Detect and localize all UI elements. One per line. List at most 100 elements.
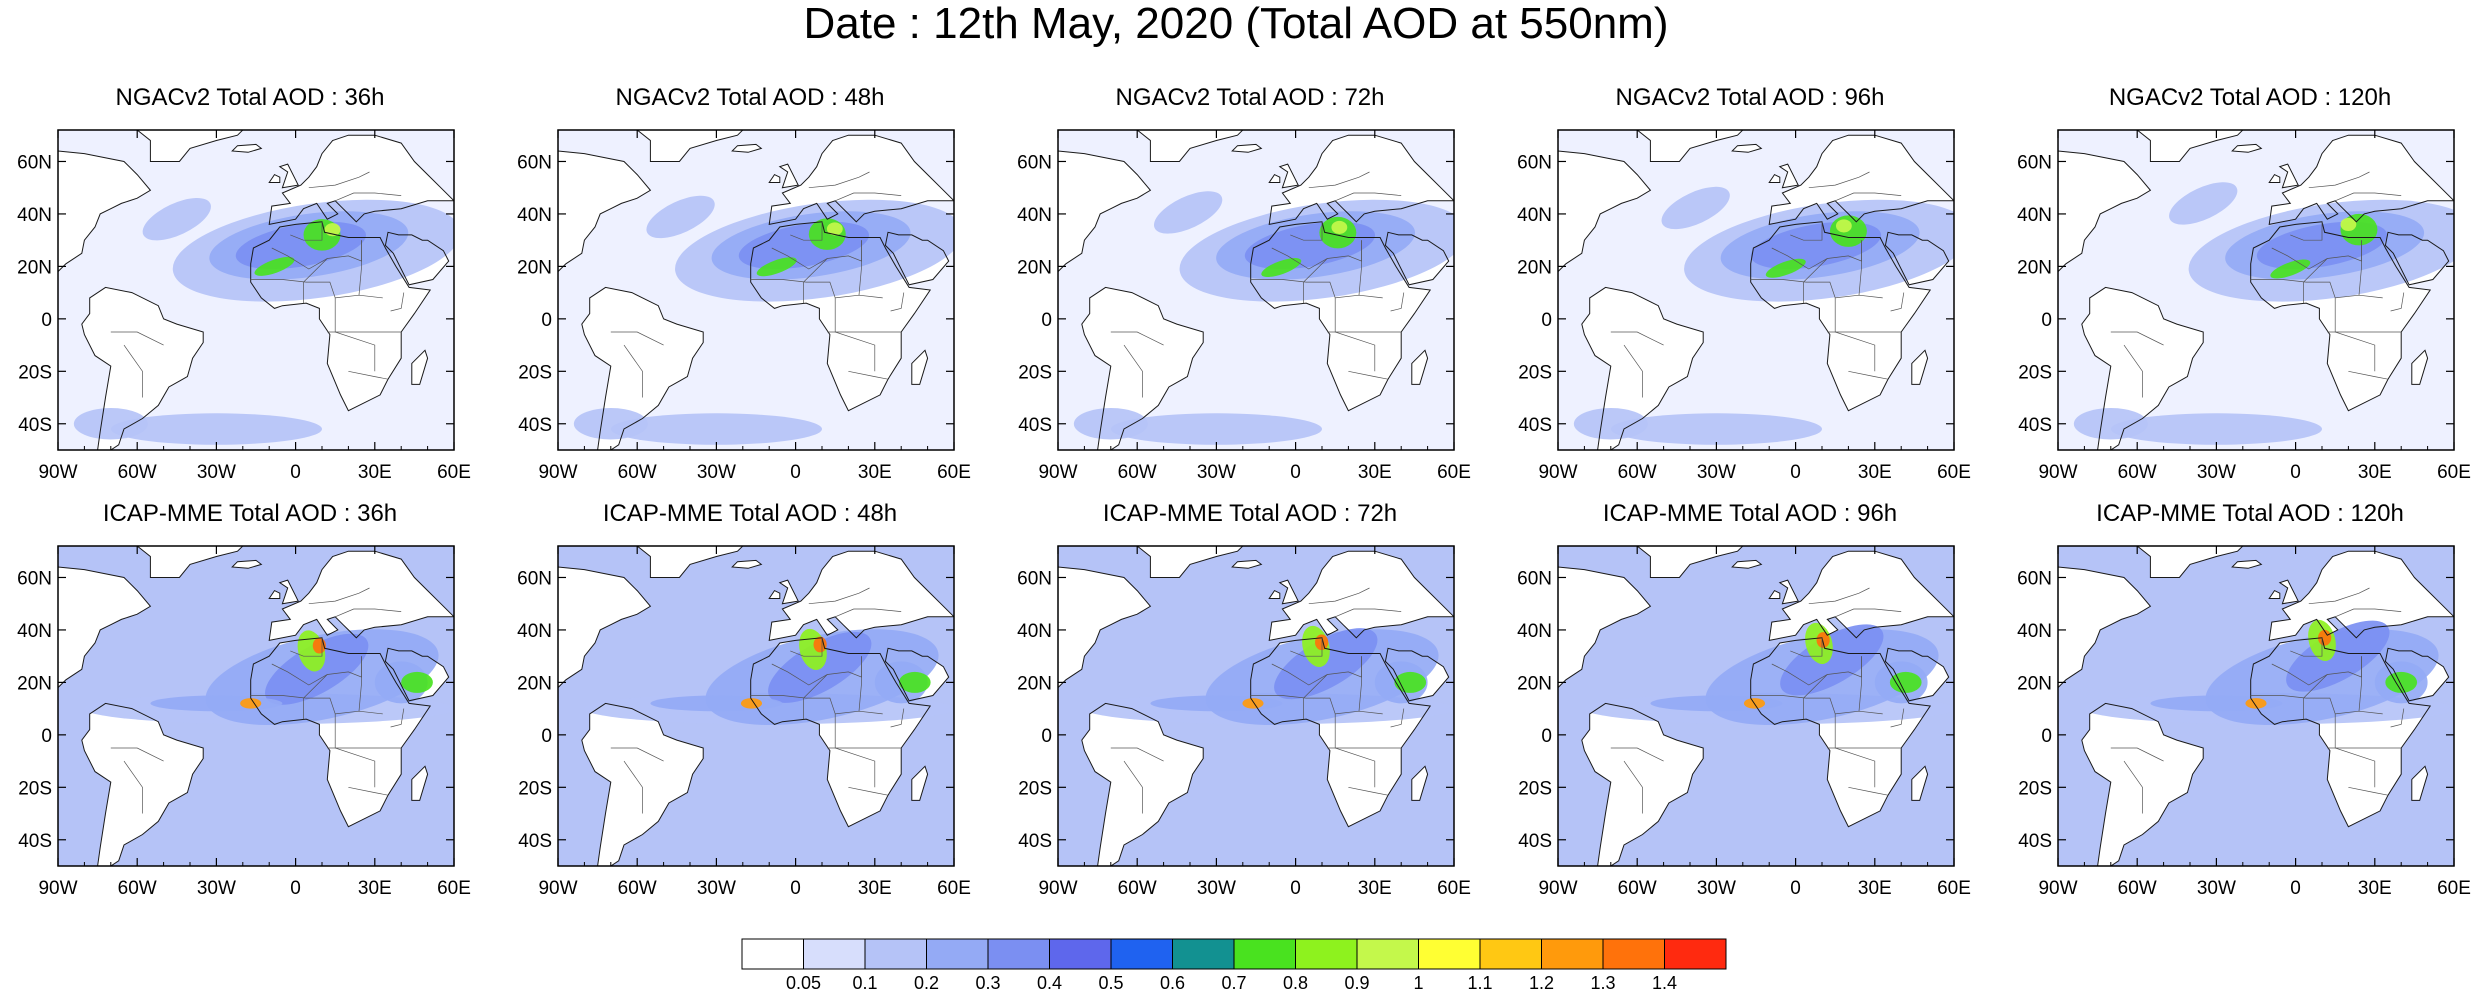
lat-tick-label: 40N (517, 621, 552, 642)
lat-tick-label: 20N (1517, 257, 1552, 278)
country-border (2250, 695, 2383, 715)
coastline (2058, 150, 2152, 273)
land-fill (1411, 766, 1428, 801)
coastline (558, 150, 652, 273)
lon-tick-label: 30E (1858, 462, 1892, 483)
coastline (1768, 589, 1781, 599)
coastline (750, 221, 932, 412)
lon-tick-label: 30W (1197, 462, 1236, 483)
lon-tick-label: 60W (118, 462, 157, 483)
aod-plume (254, 256, 295, 276)
country-border (2334, 713, 2376, 788)
coastline (1581, 286, 1704, 450)
colorbar-swatch (1418, 938, 1481, 970)
panel-title: ICAP-MME Total AOD : 96h (1602, 500, 1898, 527)
colorbar-label: 1.1 (1467, 973, 1492, 993)
country-border (1835, 192, 1902, 202)
colorbar-swatch (1479, 938, 1542, 970)
country-border (790, 637, 823, 657)
lon-tick-label: 60E (1937, 878, 1971, 899)
lat-tick-label: 20S (1518, 362, 1552, 383)
map-svg: 90W 60W 30W 0 30E 60E 60N 40N 20N 0 20S 40S (17, 129, 471, 483)
land-fill (769, 590, 780, 599)
colorbar-label: 0.9 (1344, 973, 1369, 993)
panel-title: NGACv2 Total AOD : 96h (1615, 84, 1885, 111)
lat-tick-label: 60N (517, 152, 552, 173)
lon-tick-label: 60E (2437, 878, 2471, 899)
aod-plume (610, 413, 822, 445)
coastline (1081, 702, 1204, 866)
coastline (411, 349, 429, 385)
lat-tick-label: 0 (41, 310, 52, 331)
country-border (610, 331, 664, 346)
land-fill (58, 151, 151, 272)
lat-tick-label: 40N (517, 205, 552, 226)
country-border (1303, 258, 1328, 304)
coastline (1268, 589, 1281, 599)
country-border (2290, 637, 2323, 657)
lon-tick-label: 60W (2118, 878, 2157, 899)
aod-plume (1816, 632, 1830, 648)
land-fill (1058, 567, 1151, 688)
lat-tick-label: 40N (17, 621, 52, 642)
lat-tick-label: 0 (541, 726, 552, 747)
aod-plume (110, 413, 323, 445)
country-border (1335, 192, 1402, 202)
coastline (2058, 566, 2152, 689)
coastline (1911, 765, 1929, 801)
land-fill (269, 551, 454, 641)
panel-title: ICAP-MME Total AOD : 120h (2096, 500, 2404, 527)
lat-tick-label: 20N (2017, 257, 2052, 278)
country-border (808, 587, 870, 605)
country-border (750, 695, 883, 715)
lat-tick-label: 40S (1018, 831, 1052, 852)
map-svg: 90W 60W 30W 0 30E 60E 60N 40N 20N 0 20S 40S (1017, 129, 1471, 483)
aod-plume (240, 698, 262, 709)
coastline (231, 143, 263, 153)
map-panel: 90W 60W 30W 0 30E 60E 60N 40N 20N 0 20S 40S NGACv2 T… (2000, 78, 2472, 483)
country-border (1390, 292, 1405, 312)
country-border (1803, 258, 1828, 304)
country-border (1334, 713, 1376, 788)
country-border (390, 708, 405, 728)
lat-tick-label: 20S (1018, 362, 1052, 383)
land-fill (58, 567, 151, 688)
country-border (790, 221, 823, 241)
aod-plume (1261, 258, 1302, 278)
map-frame (1057, 129, 1455, 451)
colorbar-label: 1.2 (1529, 973, 1554, 993)
lon-tick-label: 60E (437, 462, 471, 483)
lat-tick-label: 60N (1517, 152, 1552, 173)
land-fill (1269, 590, 1280, 599)
country-border (1358, 240, 1362, 296)
country-border (110, 747, 164, 762)
coastline (1731, 143, 1763, 153)
lat-tick-label: 40N (17, 205, 52, 226)
country-border (1750, 279, 1883, 299)
lon-tick-label: 30W (1197, 878, 1236, 899)
map-frame (57, 545, 455, 867)
lat-tick-label: 20N (1517, 673, 1552, 694)
lon-tick-label: 30E (358, 878, 392, 899)
coastline (1231, 559, 1263, 569)
lat-tick-label: 0 (1041, 726, 1052, 747)
lon-tick-label: 90W (1038, 878, 1077, 899)
country-border (390, 292, 405, 312)
lon-tick-label: 0 (790, 462, 801, 483)
country-border (123, 344, 143, 398)
land-fill (1269, 551, 1454, 641)
coastline (1268, 173, 1281, 183)
colorbar-swatch (1664, 938, 1727, 970)
country-border (1848, 370, 1889, 380)
aod-plume (1073, 408, 1148, 440)
country-border (2303, 258, 2328, 304)
country-border (1250, 695, 1383, 715)
lon-tick-label: 90W (38, 878, 77, 899)
map-svg: 90W 60W 30W 0 30E 60E 60N 40N 20N 0 20S 40S (517, 129, 971, 483)
coastline (268, 173, 281, 183)
aod-plume (2318, 629, 2332, 646)
lon-tick-label: 30W (697, 462, 736, 483)
aod-plume (650, 695, 783, 712)
aod-plume (142, 198, 211, 241)
lat-tick-label: 40N (1517, 205, 1552, 226)
